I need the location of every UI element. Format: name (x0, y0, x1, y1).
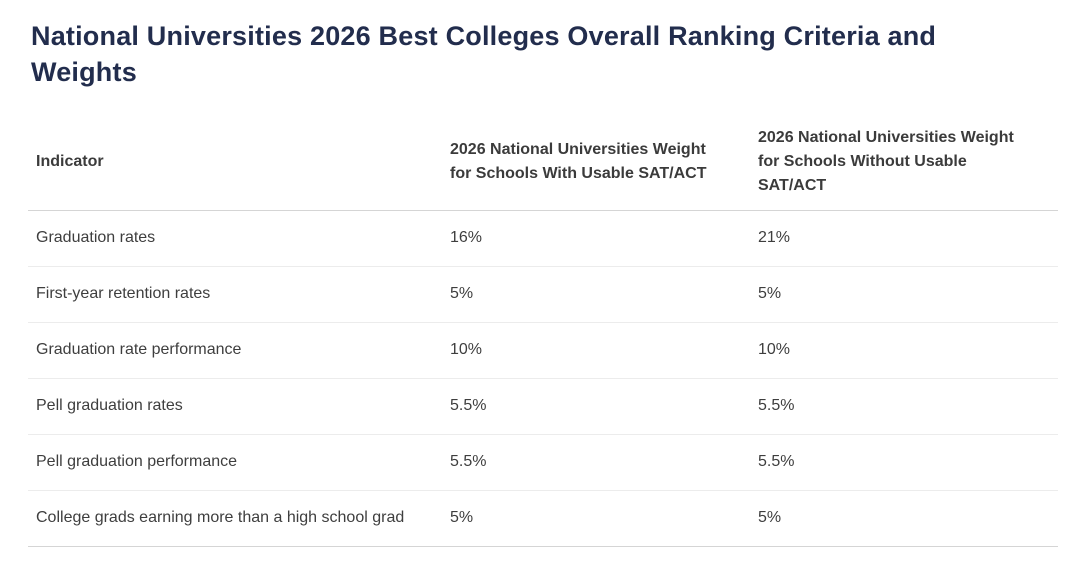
weight-with-sat-cell: 5.5% (442, 434, 750, 491)
weight-without-sat-cell: 5% (750, 490, 1058, 547)
indicator-cell: Pell graduation performance (28, 434, 442, 491)
table-row: First-year retention rates 5% 5% (28, 266, 1058, 323)
column-header-label-line: 2026 National Universities Weight (450, 140, 706, 158)
weight-with-sat-cell: 5% (442, 490, 750, 547)
weight-without-sat-cell: 10% (750, 322, 1058, 379)
table-row: Pell graduation rates 5.5% 5.5% (28, 378, 1058, 435)
weight-without-sat-cell: 5.5% (750, 434, 1058, 491)
indicator-label: Graduation rate performance (36, 340, 242, 358)
column-header-label-line: SAT/ACT (758, 176, 827, 194)
indicator-label: College grads earning more than a high s… (36, 508, 405, 526)
weight-without-sat-cell: 5% (750, 266, 1058, 323)
table-row: Pell graduation performance 5.5% 5.5% (28, 434, 1058, 491)
indicator-cell: Graduation rates (28, 210, 442, 267)
indicator-label: Graduation rates (36, 228, 156, 246)
page-title: National Universities 2026 Best Colleges… (31, 21, 937, 87)
weight-without-sat-cell: 21% (750, 210, 1058, 267)
table-row: Graduation rate performance 10% 10% (28, 322, 1058, 379)
column-header-indicator: Indicator (28, 114, 442, 211)
indicator-label: Pell graduation rates (36, 396, 183, 414)
indicator-cell: Graduation rate performance (28, 322, 442, 379)
weight-with-sat-cell: 10% (442, 322, 750, 379)
column-header-label-line: for Schools With Usable SAT/ACT (450, 164, 707, 182)
column-header-label-line: 2026 National Universities Weight (758, 128, 1014, 146)
column-header-weight-without-sat: 2026 National Universities Weight for Sc… (750, 114, 1058, 211)
column-header-label-line: for Schools Without Usable (758, 152, 967, 170)
indicator-cell: College grads earning more than a high s… (28, 490, 442, 547)
column-header-weight-with-sat: 2026 National Universities Weight for Sc… (442, 114, 750, 211)
column-header-label: Indicator (36, 152, 104, 170)
weight-with-sat-cell: 5.5% (442, 378, 750, 435)
table-row: Graduation rates 16% 21% (28, 210, 1058, 267)
ranking-criteria-table: Indicator 2026 National Universities Wei… (28, 114, 1058, 547)
table-row: College grads earning more than a high s… (28, 490, 1058, 547)
indicator-label: Pell graduation performance (36, 452, 238, 470)
weight-without-sat-cell: 5.5% (750, 378, 1058, 435)
indicator-cell: First-year retention rates (28, 266, 442, 323)
weight-with-sat-cell: 16% (442, 210, 750, 267)
indicator-cell: Pell graduation rates (28, 378, 442, 435)
indicator-label: First-year retention rates (36, 284, 211, 302)
table-header-row: Indicator 2026 National Universities Wei… (28, 114, 1058, 211)
weight-with-sat-cell: 5% (442, 266, 750, 323)
